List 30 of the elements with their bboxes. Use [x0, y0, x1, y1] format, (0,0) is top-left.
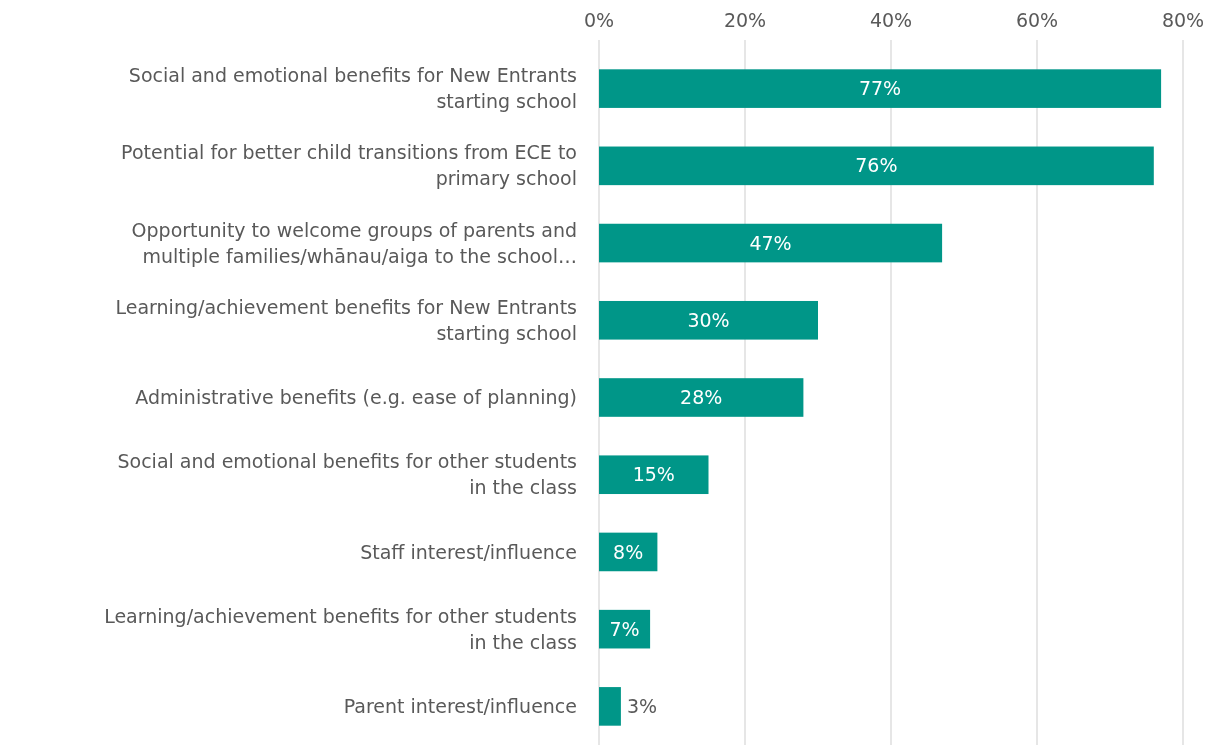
data-label: 28%	[680, 386, 723, 409]
data-label: 8%	[613, 540, 644, 563]
bar	[599, 146, 1154, 186]
y-tick-label: Administrative benefits (e.g. ease of planning)	[135, 386, 577, 409]
data-label: 7%	[609, 617, 640, 640]
data-label: 15%	[632, 463, 675, 486]
bar	[599, 378, 804, 417]
data-label: 77%	[858, 77, 902, 100]
y-tick-label: Potential for better child transitions from ECE to primary school	[121, 141, 577, 190]
y-tick-label: Parent interest/influence	[343, 695, 577, 718]
bar	[599, 223, 943, 263]
y-tick-label: Opportunity to welcome groups of parents and multiple families/whānau/aiga to the school…	[131, 218, 577, 267]
x-tick-label: 60%	[1015, 9, 1059, 31]
y-tick-label: Learning/achievement benefits for other students in the class	[104, 604, 577, 653]
y-tick-label: Social and emotional benefits for New Entrants starting school	[128, 64, 577, 113]
y-tick-label: Learning/achievement benefits for New Entrants starting school	[115, 295, 577, 344]
x-tick-label: 0%	[583, 9, 615, 31]
data-label: 76%	[855, 154, 898, 177]
bar	[599, 300, 818, 340]
y-tick-label: Social and emotional benefits for other students in the class	[117, 450, 577, 499]
bar	[599, 687, 621, 726]
data-label: 47%	[749, 231, 792, 254]
data-label: 30%	[687, 308, 730, 331]
x-tick-label: 40%	[869, 9, 913, 31]
bar	[599, 69, 1162, 108]
x-tick-label: 20%	[723, 9, 767, 31]
bar	[599, 455, 709, 495]
x-tick-label: 80%	[1161, 9, 1205, 31]
data-label: 3%	[626, 695, 658, 718]
y-tick-label: Staff interest/influence	[360, 540, 577, 563]
